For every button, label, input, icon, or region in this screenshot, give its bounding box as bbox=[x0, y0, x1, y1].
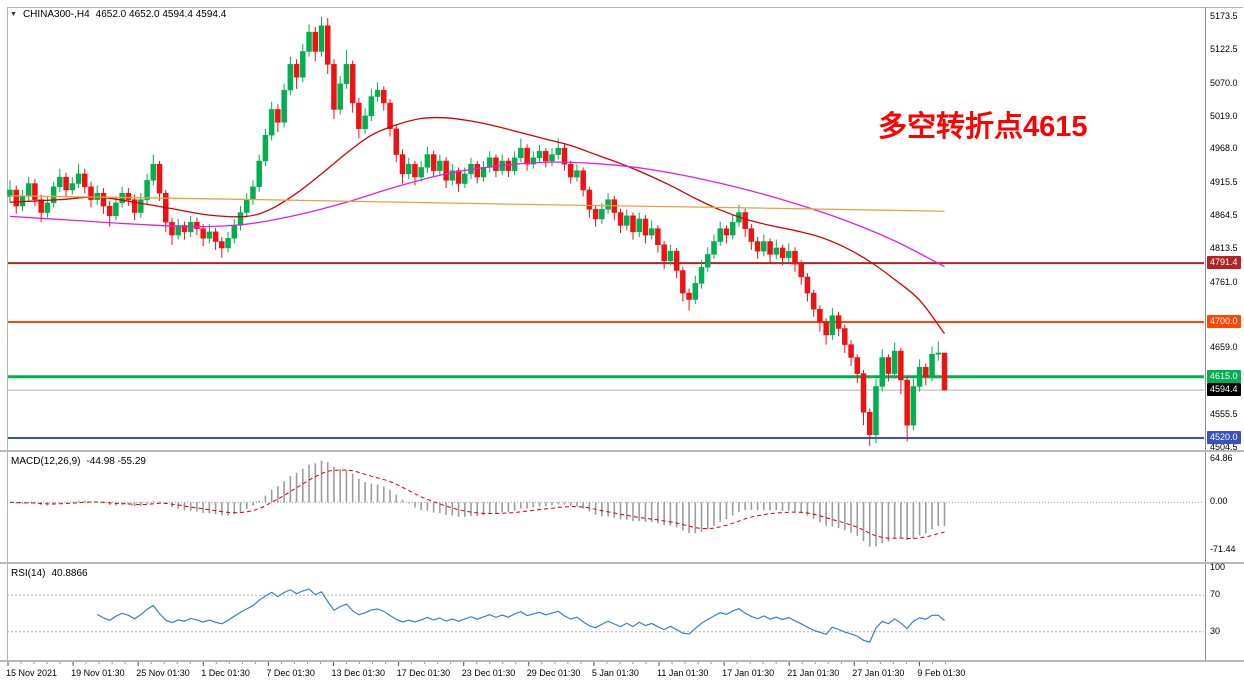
ohlc-quote: 4652.0 4652.0 4594.4 4594.4 bbox=[95, 9, 227, 20]
macd-axis-label: 0.00 bbox=[1210, 496, 1228, 506]
time-axis-label: 19 Nov 01:30 bbox=[71, 668, 125, 678]
rsi-axis-label: 30 bbox=[1210, 626, 1221, 636]
price-tick-label: 4864.5 bbox=[1210, 210, 1238, 220]
price-tick-label: 5019.0 bbox=[1210, 111, 1238, 121]
macd-axis-label: -71.44 bbox=[1210, 544, 1236, 554]
time-axis-label: 11 Jan 01:30 bbox=[657, 668, 709, 678]
price-tick-label: 5070.0 bbox=[1210, 78, 1238, 88]
price-badge: 4615.0 bbox=[1207, 370, 1241, 383]
time-axis-separator bbox=[0, 660, 1244, 662]
price-tick-label: 4915.5 bbox=[1210, 177, 1238, 187]
time-axis-label: 15 Nov 2021 bbox=[6, 668, 58, 678]
price-tick-label: 4555.5 bbox=[1210, 409, 1238, 419]
price-tick-label: 5173.5 bbox=[1210, 11, 1238, 21]
time-axis-label: 23 Dec 01:30 bbox=[461, 668, 516, 678]
time-axis-label: 25 Nov 01:30 bbox=[136, 668, 190, 678]
macd-panel-separator[interactable] bbox=[0, 450, 1244, 452]
rsi-axis-label: 100 bbox=[1210, 562, 1226, 572]
macd-axis-label: 64.86 bbox=[1210, 453, 1233, 463]
price-tick-label: 5122.5 bbox=[1210, 44, 1238, 54]
price-scale[interactable]: 5173.5 5122.5 5070.0 5019.0 4968.0 4915.5 4864… bbox=[1206, 0, 1244, 688]
price-tick-label: 4813.5 bbox=[1210, 243, 1238, 253]
time-axis-label: 5 Jan 01:30 bbox=[591, 668, 639, 678]
time-axis-label: 13 Dec 01:30 bbox=[331, 668, 386, 678]
price-badge: 4791.4 bbox=[1207, 256, 1241, 269]
symbol-dropdown-marker-icon: ▼ bbox=[10, 11, 17, 18]
time-axis-label: 1 Dec 01:30 bbox=[201, 668, 250, 678]
rsi-indicator-label: RSI(14) 40.8866 bbox=[11, 568, 88, 579]
symbol-period-label: CHINA300-,H4 bbox=[22, 9, 90, 20]
rsi-axis-label: 70 bbox=[1210, 589, 1221, 599]
price-tick-label: 4968.0 bbox=[1210, 143, 1238, 153]
price-tick-label: 4761.0 bbox=[1210, 277, 1238, 287]
current-price-badge: 4594.4 bbox=[1207, 383, 1241, 396]
chart-header: ▼ CHINA300-,H4 4652.0 4652.0 4594.4 4594… bbox=[10, 9, 226, 20]
price-badge: 4700.0 bbox=[1207, 315, 1241, 328]
time-axis-label: 17 Dec 01:30 bbox=[396, 668, 451, 678]
rsi-values: 40.8866 bbox=[51, 568, 88, 579]
price-tick-label: 4659.0 bbox=[1210, 342, 1238, 352]
time-axis-label: 7 Dec 01:30 bbox=[266, 668, 315, 678]
trend-note-annotation[interactable]: 多空转折点4615 bbox=[878, 111, 1088, 143]
time-axis-label: 29 Dec 01:30 bbox=[526, 668, 581, 678]
macd-values: -44.98 -55.29 bbox=[86, 456, 146, 467]
macd-indicator-label: MACD(12,26,9) -44.98 -55.29 bbox=[11, 456, 146, 467]
price-tick-label: 4504.5 bbox=[1210, 442, 1238, 452]
time-axis-label: 27 Jan 01:30 bbox=[852, 668, 905, 678]
rsi-panel-separator[interactable] bbox=[0, 562, 1244, 564]
time-axis-label: 17 Jan 01:30 bbox=[722, 668, 775, 678]
macd-name: MACD(12,26,9) bbox=[11, 456, 81, 467]
time-axis-label: 9 Feb 01:30 bbox=[917, 668, 966, 678]
time-axis-label: 21 Jan 01:30 bbox=[787, 668, 840, 678]
rsi-name: RSI(14) bbox=[11, 568, 46, 579]
price-badge: 4520.0 bbox=[1207, 431, 1241, 444]
time-scale[interactable]: 15 Nov 2021 19 Nov 01:30 25 Nov 01:30 1 Dec… bbox=[0, 662, 1244, 688]
